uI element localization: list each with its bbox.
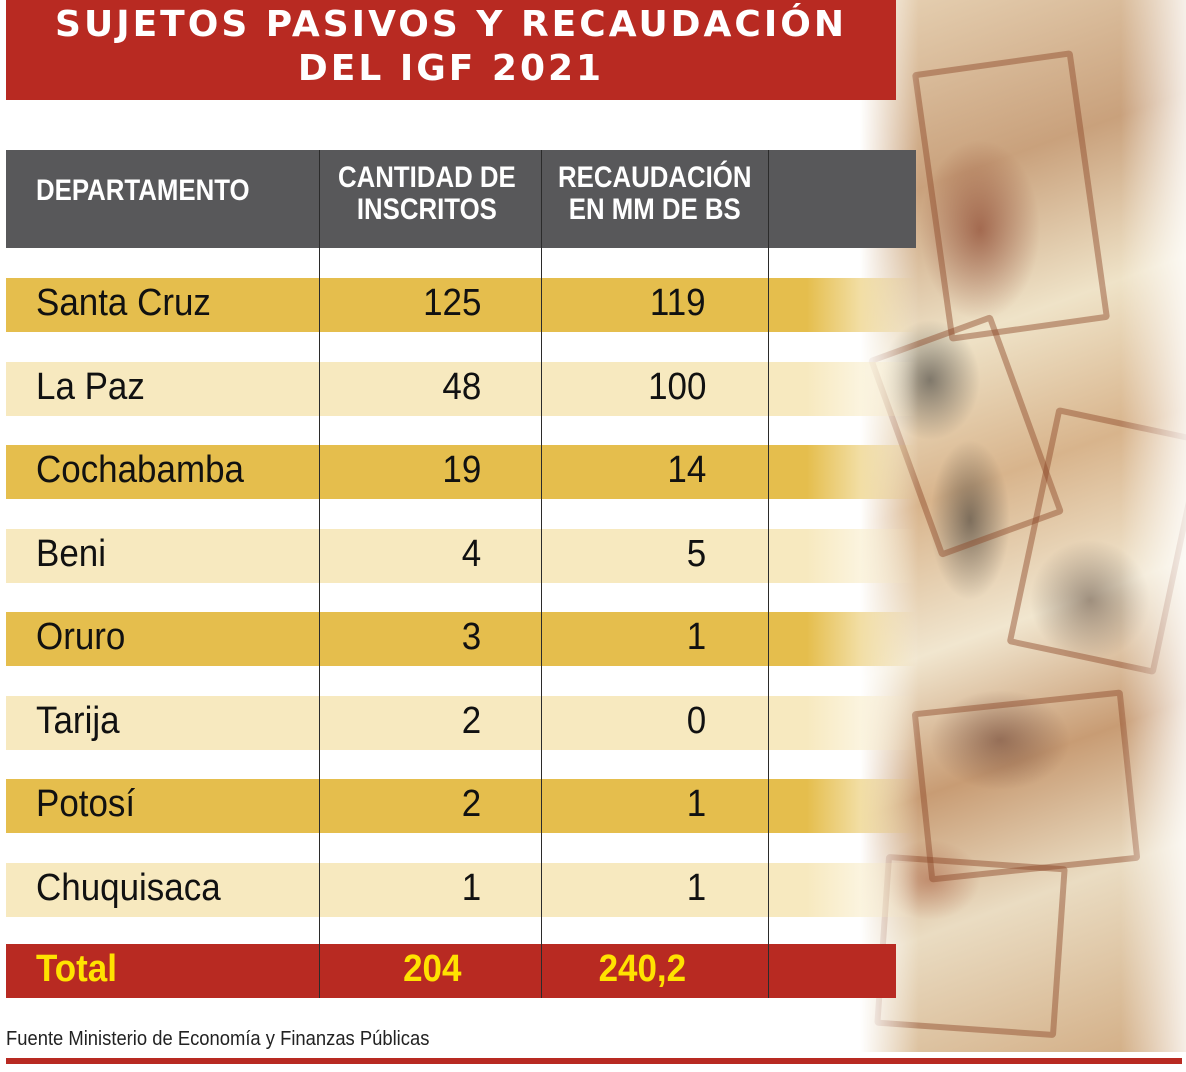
- cell-departamento: Potosí: [36, 783, 136, 825]
- cell-departamento: Oruro: [36, 616, 126, 658]
- cell-departamento: Cochabamba: [36, 449, 244, 491]
- cell-recaudacion: 100: [647, 365, 706, 408]
- table-row: Chuquisaca 1 1: [6, 862, 916, 917]
- table-header: DEPARTAMENTO CANTIDAD DE INSCRITOS RECAU…: [6, 150, 916, 248]
- total-recaudacion: 240,2: [598, 948, 686, 990]
- table-row: Beni 4 5: [6, 528, 916, 583]
- table-row: Potosí 2 1: [6, 779, 916, 833]
- column-header-recaudacion: RECAUDACIÓN EN MM DE BS: [558, 161, 752, 226]
- cell-inscritos: 48: [442, 365, 481, 408]
- table-row: Oruro 3 1: [6, 612, 916, 666]
- chart-title-line-2: DEL IGF 2021: [297, 48, 605, 89]
- cell-recaudacion: 1: [686, 783, 706, 825]
- cell-inscritos: 2: [461, 699, 481, 742]
- column-header-inscritos: CANTIDAD DE INSCRITOS: [338, 161, 516, 226]
- table-row: La Paz 48 100: [6, 361, 916, 416]
- cell-inscritos: 3: [461, 616, 481, 658]
- cell-departamento: Chuquisaca: [36, 866, 221, 909]
- table-row: Cochabamba 19 14: [6, 445, 916, 499]
- column-divider: [768, 150, 769, 998]
- total-label: Total: [36, 948, 117, 990]
- title-banner: SUJETOS PASIVOS Y RECAUDACIÓN DEL IGF 20…: [6, 0, 896, 100]
- cell-recaudacion: 1: [686, 616, 706, 658]
- chart-title-line-1: SUJETOS PASIVOS Y RECAUDACIÓN: [55, 4, 847, 45]
- cell-recaudacion: 5: [686, 532, 706, 575]
- cell-inscritos: 4: [461, 532, 481, 575]
- total-inscritos: 204: [402, 948, 461, 990]
- total-row: Total 204 240,2: [6, 944, 896, 998]
- table-row: Tarija 2 0: [6, 695, 916, 750]
- column-divider: [541, 150, 542, 998]
- cell-departamento: Santa Cruz: [36, 282, 211, 324]
- cell-recaudacion: 119: [650, 282, 706, 324]
- cell-recaudacion: 14: [667, 449, 706, 491]
- cell-inscritos: 2: [461, 783, 481, 825]
- table-row: Santa Cruz 125 119: [6, 278, 916, 332]
- cell-recaudacion: 0: [686, 699, 706, 742]
- bottom-rule: [6, 1058, 1182, 1064]
- cell-inscritos: 1: [461, 866, 481, 909]
- source-note: Fuente Ministerio de Economía y Finanzas…: [6, 1028, 430, 1050]
- cell-inscritos: 19: [442, 449, 481, 491]
- cell-departamento: Beni: [36, 532, 106, 575]
- cell-inscritos: 125: [422, 282, 481, 324]
- column-header-departamento: DEPARTAMENTO: [36, 174, 250, 207]
- cell-recaudacion: 1: [686, 866, 706, 909]
- cell-departamento: La Paz: [36, 365, 145, 408]
- column-divider: [319, 150, 320, 998]
- cell-departamento: Tarija: [36, 699, 120, 742]
